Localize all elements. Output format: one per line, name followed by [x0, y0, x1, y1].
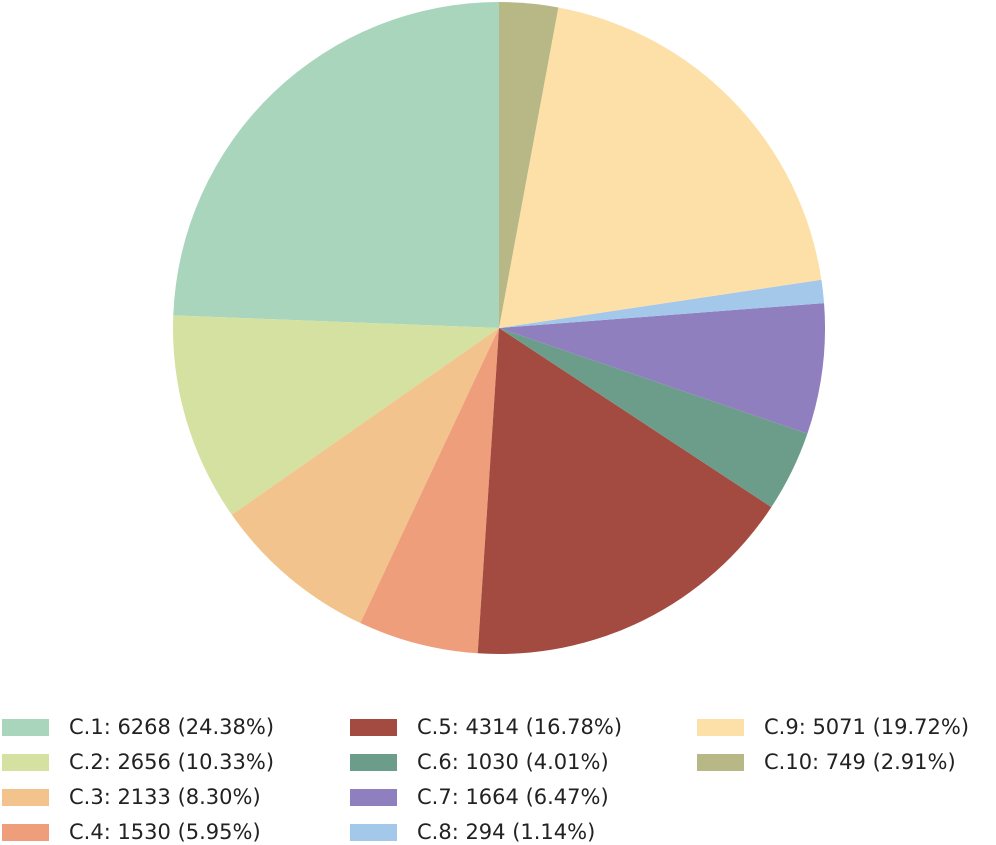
legend-item-c6: C.6: 1030 (4.01%) [350, 750, 609, 774]
legend-label: C.3: 2133 (8.30%) [69, 785, 261, 809]
legend-item-c9: C.9: 5071 (19.72%) [697, 715, 969, 739]
legend-swatch [2, 789, 49, 806]
legend-swatch [2, 824, 49, 841]
legend-swatch [350, 754, 397, 771]
legend-label: C.6: 1030 (4.01%) [417, 750, 609, 774]
legend-item-c2: C.2: 2656 (10.33%) [2, 750, 274, 774]
legend-label: C.2: 2656 (10.33%) [69, 750, 274, 774]
legend-item-c5: C.5: 4314 (16.78%) [350, 715, 622, 739]
pie-slices [173, 2, 826, 654]
pie-slice-c6 [499, 328, 808, 508]
legend-item-c7: C.7: 1664 (6.47%) [350, 785, 609, 809]
legend-label: C.4: 1530 (5.95%) [69, 820, 261, 844]
legend-swatch [697, 754, 744, 771]
pie-slice-c2 [173, 315, 500, 515]
legend-swatch [350, 719, 397, 736]
pie-slice-c8 [499, 279, 825, 328]
legend-item-c1: C.1: 6268 (24.38%) [2, 715, 274, 739]
legend-label: C.8: 294 (1.14%) [417, 820, 595, 844]
pie-slice-c5 [477, 328, 772, 654]
pie-slice-c10 [499, 2, 559, 328]
legend-swatch [2, 754, 49, 771]
legend-item-c4: C.4: 1530 (5.95%) [2, 820, 261, 844]
legend-item-c3: C.3: 2133 (8.30%) [2, 785, 261, 809]
legend-swatch [350, 789, 397, 806]
legend-swatch [350, 824, 397, 841]
legend-label: C.1: 6268 (24.38%) [69, 715, 274, 739]
legend-label: C.9: 5071 (19.72%) [764, 715, 969, 739]
legend: C.1: 6268 (24.38%) C.2: 2656 (10.33%) C.3:… [2, 715, 969, 844]
legend-label: C.7: 1664 (6.47%) [417, 785, 609, 809]
pie-slice-c9 [499, 7, 822, 328]
pie-slice-c3 [231, 328, 499, 624]
legend-label: C.5: 4314 (16.78%) [417, 715, 622, 739]
legend-item-c10: C.10: 749 (2.91%) [697, 750, 956, 774]
pie-slice-c7 [499, 303, 826, 434]
legend-swatch [697, 719, 744, 736]
pie-slice-c4 [360, 328, 499, 654]
pie-slice-c1 [173, 2, 499, 328]
legend-label: C.10: 749 (2.91%) [764, 750, 956, 774]
legend-swatch [2, 719, 49, 736]
legend-item-c8: C.8: 294 (1.14%) [350, 820, 595, 844]
